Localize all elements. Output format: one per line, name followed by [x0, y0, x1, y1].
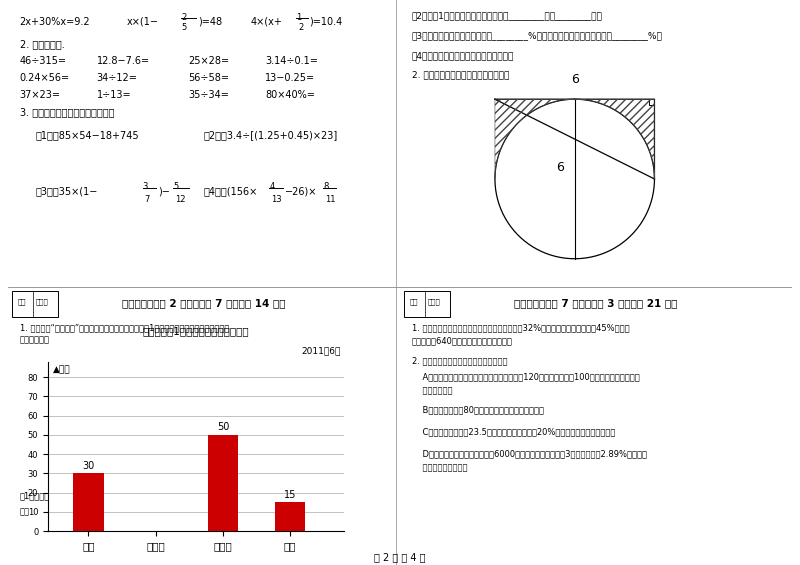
Text: 35÷34=: 35÷34= [189, 90, 230, 101]
Title: 某十字路口1小时内阔红灯情况统计图: 某十字路口1小时内阔红灯情况统计图 [142, 326, 250, 336]
Text: −26)×: −26)× [285, 186, 317, 197]
Text: 13: 13 [271, 195, 282, 204]
Text: 30: 30 [82, 461, 94, 471]
Text: 第 2 页 共 4 页: 第 2 页 共 4 页 [374, 553, 426, 562]
Text: 12: 12 [175, 195, 186, 204]
Text: x×(1−: x×(1− [127, 17, 159, 27]
Text: )=10.4: )=10.4 [310, 17, 343, 27]
Text: 1÷13=: 1÷13= [97, 90, 131, 101]
Text: 7: 7 [145, 195, 150, 204]
Text: 46÷315=: 46÷315= [20, 56, 66, 67]
Text: 4×(x+: 4×(x+ [250, 17, 282, 27]
Text: （1）闯红灯的汽车数量是摩托车的75%，闯红灯的摩托车有________辆，将统计图补充完: （1）闯红灯的汽车数量是摩托车的75%，闯红灯的摩托车有________辆，将统… [20, 491, 242, 499]
Text: （4）、(156×: （4）、(156× [204, 186, 258, 197]
Text: A、六一儿童节，同学们折纸花，六年级折了120朵，五年级折了100朵，六年级比五年级多: A、六一儿童节，同学们折纸花，六年级折了120朵，五年级折了100朵，六年级比五… [412, 372, 639, 381]
Text: （1）、85×54−18+745: （1）、85×54−18+745 [35, 130, 138, 140]
Bar [74, 473, 103, 531]
Text: 2. 求阴影部分的面积（单位：厘米）。: 2. 求阴影部分的面积（单位：厘米）。 [412, 71, 509, 80]
Text: 整。: 整。 [20, 507, 30, 516]
Text: （3）、35×(1−: （3）、35×(1− [35, 186, 98, 197]
Text: )−: )− [158, 186, 170, 197]
Text: 6: 6 [570, 73, 578, 86]
Text: 2: 2 [181, 12, 186, 21]
Bar [208, 435, 238, 531]
Text: 56÷58=: 56÷58= [189, 73, 230, 84]
Text: 11: 11 [325, 195, 335, 204]
Text: 25×28=: 25×28= [189, 56, 230, 67]
Text: 2011年6月: 2011年6月 [302, 346, 341, 355]
Text: 做百分之几？: 做百分之几？ [412, 386, 452, 395]
Text: 2: 2 [298, 23, 303, 32]
Bar [404, 291, 450, 318]
Text: 得分: 得分 [410, 298, 418, 305]
Text: 37×23=: 37×23= [20, 90, 61, 101]
Text: 2. 直接写得数.: 2. 直接写得数. [20, 40, 65, 50]
Text: 3. 用递等式计算，能简算的简算。: 3. 用递等式计算，能简算的简算。 [20, 107, 114, 118]
Text: ▲数量: ▲数量 [54, 366, 71, 375]
Text: 5: 5 [174, 182, 178, 191]
Text: 计图，如图：: 计图，如图： [20, 335, 50, 344]
Text: 六、应用题（共 7 小题，每题 3 分，共计 21 分）: 六、应用题（共 7 小题，每题 3 分，共计 21 分） [514, 298, 678, 308]
Text: 12.8−7.6=: 12.8−7.6= [97, 56, 150, 67]
Text: 1. 为了创建“文明城市”，交通部门在某个十字路口统计1个小时内阔红灯的情况，制成了统: 1. 为了创建“文明城市”，交通部门在某个十字路口统计1个小时内阔红灯的情况，制… [20, 323, 229, 332]
Text: （4）看了上面的统计图，你有什么想法？: （4）看了上面的统计图，你有什么想法？ [412, 51, 514, 60]
Bar [12, 291, 58, 318]
Text: （2）在这1小时内，闯红灯的最多的是________，有________辆。: （2）在这1小时内，闯红灯的最多的是________，有________辆。 [412, 11, 602, 20]
Text: 五、综合题（共 2 小题，每题 7 分，共计 14 分）: 五、综合题（共 2 小题，每题 7 分，共计 14 分） [122, 298, 286, 308]
Text: 2. 下面各题，只列出综合算式，不解答。: 2. 下面各题，只列出综合算式，不解答。 [412, 356, 507, 365]
Text: 34÷12=: 34÷12= [97, 73, 138, 84]
Text: 2x+30%x=9.2: 2x+30%x=9.2 [20, 17, 90, 27]
Text: （3）闯红灯的行人数量是汽车的________%，闯红灯的汽车数量是电动车的________%。: （3）闯红灯的行人数量是汽车的________%，闯红灯的汽车数量是电动车的__… [412, 31, 662, 40]
Text: 评卷人: 评卷人 [428, 298, 441, 305]
Text: 1: 1 [296, 12, 302, 21]
Text: 评卷人: 评卷人 [36, 298, 49, 305]
Text: 1. 新华书店运到一批书，第一天卖出这批图书的32%，第二天卖出这批图书的45%，已知: 1. 新华书店运到一批书，第一天卖出这批图书的32%，第二天卖出这批图书的45%… [412, 323, 630, 332]
Text: 80×40%=: 80×40%= [266, 90, 315, 101]
Text: 3: 3 [142, 182, 148, 191]
Text: （2）、3.4÷[(1.25+0.45)×23]: （2）、3.4÷[(1.25+0.45)×23] [204, 130, 338, 140]
Text: 15: 15 [284, 490, 296, 500]
Text: )=48: )=48 [198, 17, 222, 27]
Text: C、王庄去年产値为23.5万元，今年比去年增加20%，今年的产値是多少万元？: C、王庄去年产値为23.5万元，今年比去年增加20%，今年的产値是多少万元？ [412, 428, 615, 436]
Bar [275, 502, 306, 531]
Text: 得分: 得分 [18, 298, 26, 305]
Text: 13−0.25=: 13−0.25= [266, 73, 315, 84]
Text: B、六年级有男甔80人，比女甚多，女甚有多少人？: B、六年级有男甔80人，比女甚多，女甚有多少人？ [412, 406, 544, 414]
Text: 4: 4 [270, 182, 274, 191]
Text: D、小林的妈妈在农业銀行存了6000元国家建设储蓄，定期3年，年利率为2.89%，到期后: D、小林的妈妈在农业銀行存了6000元国家建设储蓄，定期3年，年利率为2.89%… [412, 449, 646, 458]
Text: 50: 50 [217, 423, 229, 432]
Text: 可获得利息多少元？: 可获得利息多少元？ [412, 463, 467, 472]
Text: 第一天卖出640本，两天一共卖出多少本？: 第一天卖出640本，两天一共卖出多少本？ [412, 337, 513, 346]
Text: 6: 6 [556, 160, 564, 173]
Text: 0.24×56=: 0.24×56= [20, 73, 70, 84]
Text: 8: 8 [323, 182, 329, 191]
Text: 3.14÷0.1=: 3.14÷0.1= [266, 56, 318, 67]
Text: 5: 5 [181, 23, 186, 32]
